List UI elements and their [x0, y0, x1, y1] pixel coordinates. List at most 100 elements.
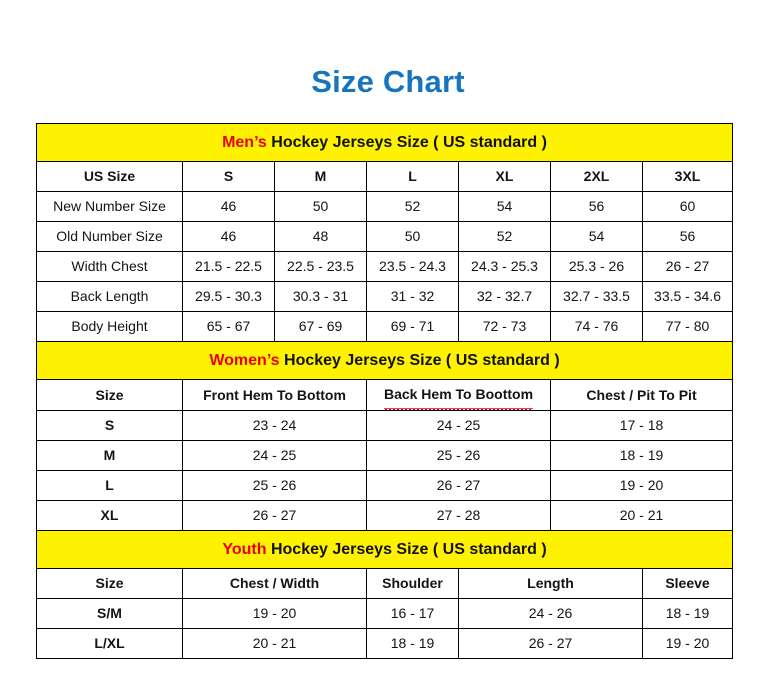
mens-cell-3-4: 32.7 - 33.5	[550, 281, 643, 312]
womens-cell-1-2: 18 - 19	[549, 440, 734, 471]
youth-col-head-1: Chest / Width	[182, 568, 367, 599]
mens-cell-2-0: 21.5 - 22.5	[182, 251, 275, 282]
youth-col-head-4: Sleeve	[641, 568, 734, 599]
mens-col-head-6: 3XL	[641, 161, 734, 192]
youth-col-head-2: Shoulder	[366, 568, 459, 599]
mens-cell-2-5: 26 - 27	[641, 251, 734, 282]
mens-row-label-0: New Number Size	[36, 191, 183, 222]
table-row: S 23 - 24 24 - 25 17 - 18	[36, 410, 734, 441]
mens-cell-3-2: 31 - 32	[366, 281, 459, 312]
mens-col-head-0: US Size	[36, 161, 183, 192]
mens-cell-2-2: 23.5 - 24.3	[366, 251, 459, 282]
table-row: XL 26 - 27 27 - 28 20 - 21	[36, 500, 734, 531]
mens-row-label-2: Width Chest	[36, 251, 183, 282]
womens-col-head-1: Front Hem To Bottom	[182, 379, 367, 411]
youth-banner-cell: Youth Hockey Jerseys Size ( US standard …	[35, 530, 734, 569]
womens-banner-accent: Women’s	[209, 352, 280, 369]
womens-cell-3-1: 27 - 28	[366, 500, 551, 531]
mens-column-header-row: US Size S M L XL 2XL 3XL	[36, 161, 734, 192]
mens-banner-accent: Men’s	[222, 134, 267, 151]
womens-row-label-3: XL	[36, 500, 183, 531]
mens-cell-0-4: 56	[550, 191, 643, 222]
mens-col-head-4: XL	[458, 161, 551, 192]
size-chart-table: Men’s Hockey Jerseys Size ( US standard …	[35, 123, 734, 659]
mens-cell-1-5: 56	[641, 221, 734, 252]
table-body: Men’s Hockey Jerseys Size ( US standard …	[35, 123, 734, 659]
womens-row-label-0: S	[36, 410, 183, 441]
womens-column-header-row: Size Front Hem To Bottom Back Hem To Boo…	[36, 379, 734, 411]
youth-col-head-0: Size	[36, 568, 183, 599]
table-row: New Number Size 46 50 52 54 56 60	[36, 191, 734, 222]
youth-row-label-1: L/XL	[36, 628, 183, 659]
womens-cell-0-2: 17 - 18	[549, 410, 734, 441]
womens-col-head-2: Back Hem To Boottom	[366, 379, 551, 411]
mens-cell-4-0: 65 - 67	[182, 311, 275, 342]
table-row: Width Chest 21.5 - 22.5 22.5 - 23.5 23.5…	[36, 251, 734, 282]
mens-banner-rest: Hockey Jerseys Size ( US standard )	[266, 134, 547, 151]
womens-cell-3-0: 26 - 27	[182, 500, 367, 531]
youth-cell-1-2: 26 - 27	[458, 628, 643, 659]
womens-row-label-1: M	[36, 440, 183, 471]
womens-cell-1-0: 24 - 25	[182, 440, 367, 471]
youth-banner-rest: Hockey Jerseys Size ( US standard )	[266, 541, 547, 558]
mens-cell-1-3: 52	[458, 221, 551, 252]
mens-col-head-5: 2XL	[550, 161, 643, 192]
womens-cell-0-0: 23 - 24	[182, 410, 367, 441]
mens-col-head-2: M	[274, 161, 367, 192]
womens-col-head-0: Size	[36, 379, 183, 411]
mens-cell-2-1: 22.5 - 23.5	[274, 251, 367, 282]
mens-cell-1-0: 46	[182, 221, 275, 252]
youth-cell-0-3: 18 - 19	[641, 598, 734, 629]
table-row: Body Height 65 - 67 67 - 69 69 - 71 72 -…	[36, 311, 734, 342]
mens-cell-3-0: 29.5 - 30.3	[182, 281, 275, 312]
mens-cell-2-4: 25.3 - 26	[550, 251, 643, 282]
mens-cell-1-2: 50	[366, 221, 459, 252]
table-row: S/M 19 - 20 16 - 17 24 - 26 18 - 19	[36, 598, 734, 629]
mens-cell-0-3: 54	[458, 191, 551, 222]
mens-row-label-4: Body Height	[36, 311, 183, 342]
mens-banner-cell: Men’s Hockey Jerseys Size ( US standard …	[35, 123, 734, 162]
youth-section-banner: Youth Hockey Jerseys Size ( US standard …	[35, 530, 734, 569]
youth-cell-1-0: 20 - 21	[182, 628, 367, 659]
table-row: Old Number Size 46 48 50 52 54 56	[36, 221, 734, 252]
mens-section-banner: Men’s Hockey Jerseys Size ( US standard …	[35, 123, 734, 162]
womens-cell-3-2: 20 - 21	[549, 500, 734, 531]
youth-banner-accent: Youth	[222, 541, 267, 558]
mens-cell-3-3: 32 - 32.7	[458, 281, 551, 312]
womens-cell-2-1: 26 - 27	[366, 470, 551, 501]
mens-cell-1-1: 48	[274, 221, 367, 252]
mens-row-label-3: Back Length	[36, 281, 183, 312]
youth-cell-0-2: 24 - 26	[458, 598, 643, 629]
table-row: Back Length 29.5 - 30.3 30.3 - 31 31 - 3…	[36, 281, 734, 312]
womens-col-head-2-text: Back Hem To Boottom	[383, 381, 534, 410]
mens-cell-0-5: 60	[641, 191, 734, 222]
womens-banner-rest: Hockey Jerseys Size ( US standard )	[279, 352, 560, 369]
mens-cell-3-5: 33.5 - 34.6	[641, 281, 734, 312]
mens-cell-0-1: 50	[274, 191, 367, 222]
youth-cell-1-3: 19 - 20	[641, 628, 734, 659]
youth-col-head-3: Length	[458, 568, 643, 599]
table-row: M 24 - 25 25 - 26 18 - 19	[36, 440, 734, 471]
mens-cell-2-3: 24.3 - 25.3	[458, 251, 551, 282]
youth-cell-1-1: 18 - 19	[366, 628, 459, 659]
youth-cell-0-0: 19 - 20	[182, 598, 367, 629]
mens-cell-1-4: 54	[550, 221, 643, 252]
womens-col-head-3: Chest / Pit To Pit	[549, 379, 734, 411]
mens-cell-4-1: 67 - 69	[274, 311, 367, 342]
mens-col-head-1: S	[182, 161, 275, 192]
womens-cell-2-2: 19 - 20	[549, 470, 734, 501]
mens-cell-0-2: 52	[366, 191, 459, 222]
mens-cell-3-1: 30.3 - 31	[274, 281, 367, 312]
youth-column-header-row: Size Chest / Width Shoulder Length Sleev…	[36, 568, 734, 599]
table-row: L 25 - 26 26 - 27 19 - 20	[36, 470, 734, 501]
mens-row-label-1: Old Number Size	[36, 221, 183, 252]
mens-cell-4-3: 72 - 73	[458, 311, 551, 342]
mens-col-head-3: L	[366, 161, 459, 192]
mens-cell-0-0: 46	[182, 191, 275, 222]
youth-row-label-0: S/M	[36, 598, 183, 629]
table-row: L/XL 20 - 21 18 - 19 26 - 27 19 - 20	[36, 628, 734, 659]
youth-cell-0-1: 16 - 17	[366, 598, 459, 629]
page-title: Size Chart	[311, 64, 465, 99]
womens-section-banner: Women’s Hockey Jerseys Size ( US standar…	[35, 341, 734, 380]
